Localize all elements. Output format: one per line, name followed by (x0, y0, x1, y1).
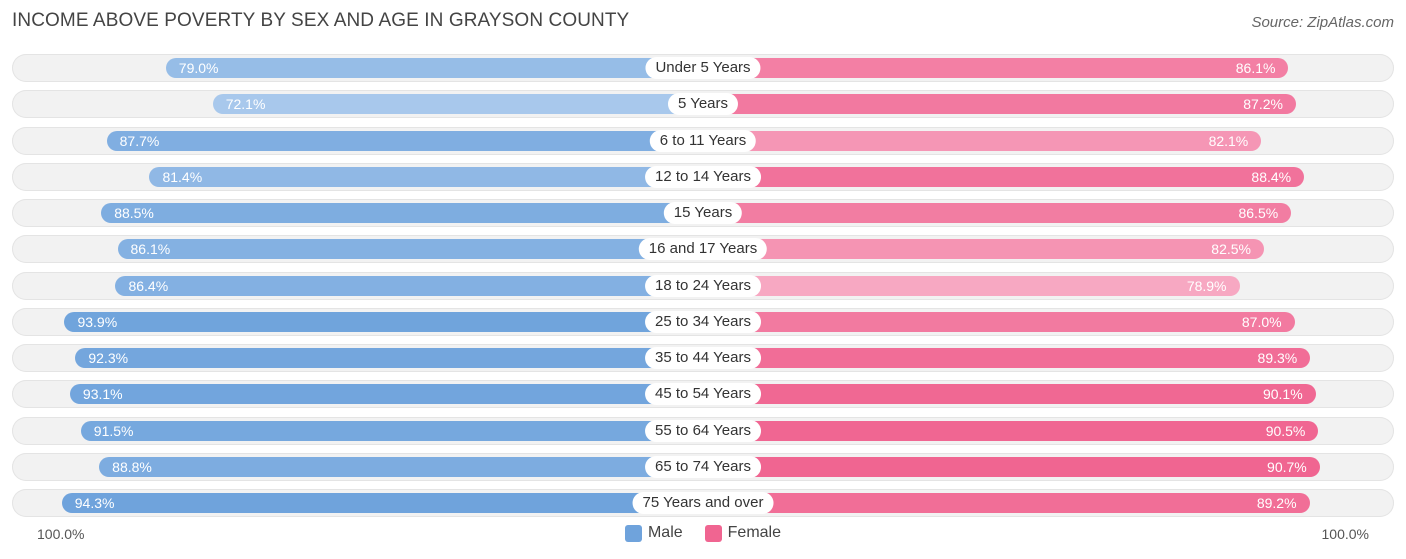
category-label: Under 5 Years (645, 57, 761, 79)
value-label-male: 88.5% (114, 205, 154, 221)
value-label-female: 78.9% (1186, 277, 1227, 294)
bar-male[interactable] (101, 203, 703, 223)
value-label-female: 87.2% (1243, 96, 1283, 113)
value-label-female: 89.3% (1257, 350, 1298, 366)
value-label-male: 93.9% (77, 313, 118, 330)
legend-male-swatch (624, 524, 642, 542)
legend: Male Female (0, 524, 1406, 542)
value-label-female: 86.1% (1235, 60, 1276, 76)
value-label-male: 86.4% (128, 277, 169, 294)
value-label-male: 93.1% (82, 386, 123, 403)
bar-male[interactable] (117, 239, 703, 260)
value-label-male: 81.4% (162, 168, 203, 185)
axis-right-label: 100.0% (1321, 526, 1369, 542)
bar-male[interactable] (115, 275, 703, 296)
bar-female[interactable] (703, 493, 1310, 513)
bar-male[interactable] (165, 58, 703, 78)
category-label: 25 to 34 Years (645, 310, 761, 333)
value-label-female: 82.1% (1208, 132, 1249, 149)
value-label-female: 90.5% (1265, 422, 1306, 439)
category-label: 6 to 11 Years (649, 129, 757, 152)
value-label-male: 72.1% (225, 96, 266, 113)
bar-female[interactable] (703, 384, 1316, 405)
bar-female[interactable] (703, 94, 1296, 115)
value-label-female: 86.5% (1238, 205, 1279, 221)
bar-male[interactable] (149, 166, 703, 187)
bar-male[interactable] (80, 420, 703, 441)
bar-male[interactable] (64, 311, 703, 332)
value-label-male: 86.1% (130, 241, 171, 258)
legend-male[interactable]: Male (624, 524, 683, 542)
bar-female[interactable] (703, 275, 1240, 296)
legend-female-swatch (704, 524, 722, 542)
category-label: 5 Years (667, 93, 739, 116)
category-label: 12 to 14 Years (645, 165, 761, 188)
bar-female[interactable] (703, 311, 1295, 332)
bar-female[interactable] (703, 58, 1289, 78)
bar-male[interactable] (69, 384, 703, 405)
category-label: 55 to 64 Years (645, 419, 761, 442)
value-label-male: 79.0% (178, 60, 219, 76)
value-label-male: 91.5% (93, 422, 134, 439)
bar-male[interactable] (106, 130, 703, 151)
bar-female[interactable] (703, 420, 1319, 441)
value-label-female: 90.1% (1262, 386, 1303, 403)
value-label-female: 88.4% (1251, 168, 1292, 185)
value-label-female: 82.5% (1211, 241, 1251, 258)
bar-male[interactable] (75, 348, 703, 368)
value-label-female: 87.0% (1241, 313, 1282, 330)
bar-female[interactable] (703, 130, 1262, 151)
category-label: 16 and 17 Years (638, 238, 768, 261)
category-label: 65 to 74 Years (645, 455, 761, 478)
bar-female[interactable] (703, 166, 1305, 187)
bar-male[interactable] (61, 493, 703, 513)
value-label-male: 94.3% (74, 495, 115, 511)
value-label-male: 88.8% (112, 458, 152, 475)
legend-female[interactable]: Female (704, 524, 782, 542)
category-label: 15 Years (663, 202, 743, 224)
bar-female[interactable] (703, 239, 1264, 260)
bar-male[interactable] (212, 94, 703, 115)
source-label: Source: ZipAtlas.com (1251, 14, 1394, 31)
value-label-female: 90.7% (1267, 458, 1307, 475)
axis-left-label: 100.0% (37, 526, 85, 542)
bar-female[interactable] (703, 203, 1292, 223)
bar-female[interactable] (703, 456, 1320, 477)
legend-female-label: Female (727, 524, 782, 541)
bar-female[interactable] (703, 348, 1311, 368)
category-label: 45 to 54 Years (645, 383, 761, 406)
category-label: 75 Years and over (632, 492, 774, 514)
value-label-male: 92.3% (88, 350, 129, 366)
category-label: 35 to 44 Years (645, 347, 761, 369)
chart-title: INCOME ABOVE POVERTY BY SEX AND AGE IN G… (12, 10, 630, 31)
value-label-male: 87.7% (119, 132, 160, 149)
category-label: 18 to 24 Years (645, 274, 761, 297)
legend-male-label: Male (647, 524, 683, 541)
bar-male[interactable] (99, 456, 703, 477)
value-label-female: 89.2% (1256, 495, 1297, 511)
